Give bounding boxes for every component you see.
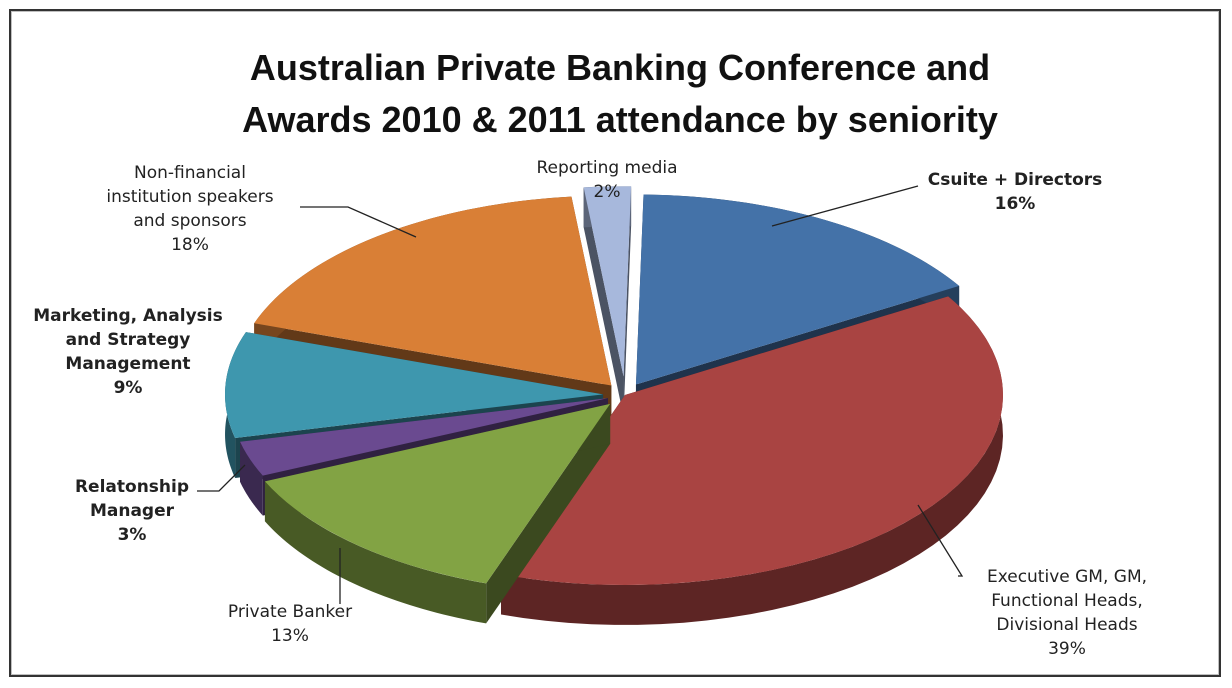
slice-percent-label-2: 13% [271,626,309,646]
slice-name-label-4: Management [65,354,190,374]
chart-area [11,11,1219,675]
pie-slice-top-4 [225,332,604,438]
pie-slice-wall-2-0 [486,403,611,624]
chart-title-line-2: Awards 2010 & 2011 attendance by seniori… [242,99,998,140]
slice-name-label-3: Manager [90,501,175,521]
leader-line-5 [300,206,417,238]
slice-percent-label-1: 39% [1048,639,1086,659]
pie-slice-side-3 [240,441,263,516]
slice-name-label-6: Reporting media [537,158,678,178]
pie-slice-side-2 [264,481,487,624]
slice-name-label-5: Non-financial [134,163,246,183]
pie-slice-wall-6-1 [623,186,632,417]
pie-slice-top-1 [501,296,1003,585]
slice-percent-label-5: 18% [171,235,209,255]
slice-name-label-3: Relatonship [75,477,189,497]
slice-percent-label-0: 16% [995,194,1036,214]
pie-slice-6 [583,186,632,417]
pie-slice-top-5 [254,196,612,386]
slice-name-label-1: Divisional Heads [996,615,1137,635]
pie-slice-top-6 [583,186,632,377]
slice-name-label-4: Marketing, Analysis [33,306,222,326]
leader-line-0 [771,185,919,227]
pie-slice-top-0 [635,194,960,385]
slice-name-label-5: institution speakers [106,187,273,207]
slice-percent-label-6: 2% [594,182,621,202]
slice-name-label-1: Functional Heads, [991,591,1143,611]
pie-slice-wall-6-0 [583,187,624,417]
leader-line-1 [917,504,964,577]
slice-name-label-4: and Strategy [66,330,191,350]
slice-name-label-2: Private Banker [228,602,352,622]
leader-line-3 [197,464,246,492]
slice-percent-label-3: 3% [118,525,147,545]
pie-slice-top-3 [240,398,608,476]
slice-name-label-5: and sponsors [133,211,246,231]
pie-slice-top-2 [264,403,611,584]
pie-slice-wall-3-1 [240,398,608,482]
slice-name-label-0: Csuite + Directors [928,170,1103,190]
chart-title-line-1: Australian Private Banking Conference an… [250,47,990,88]
slice-name-label-1: Executive GM, GM, [987,567,1147,587]
pie-slice-2 [264,403,611,624]
slice-percent-label-4: 9% [114,378,143,398]
pie-slice-side-1 [501,296,1003,625]
